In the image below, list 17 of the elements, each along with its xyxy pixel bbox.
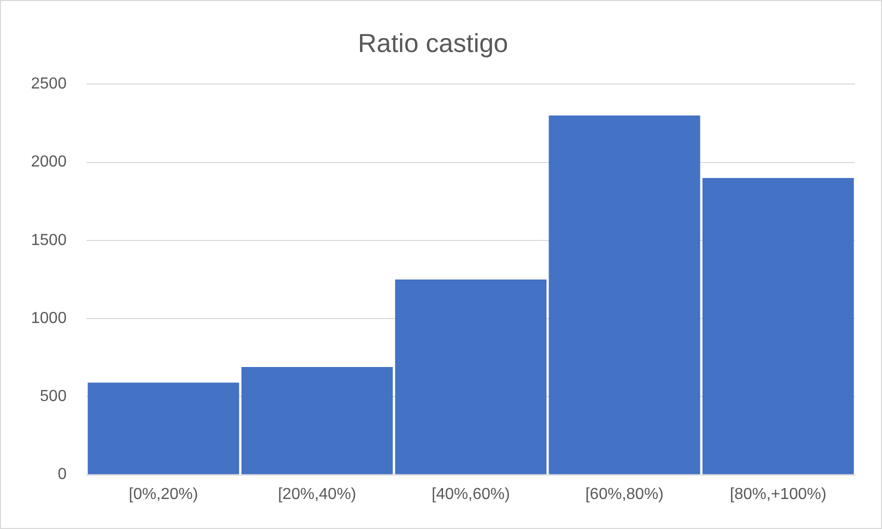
x-tick-label: [0%,20%) (128, 486, 198, 503)
bar (241, 366, 393, 474)
y-tick-label: 2500 (31, 76, 67, 93)
y-tick-label: 500 (40, 388, 67, 406)
y-tick-label: 0 (58, 466, 67, 484)
y-tick-label: 2000 (31, 154, 67, 171)
bar (702, 178, 854, 474)
chart-title: Ratio castigo (358, 28, 508, 58)
x-tick-label: [80%,+100%) (730, 486, 826, 503)
x-tick-label: [60%,80%) (585, 486, 664, 503)
y-tick-label: 1500 (31, 232, 67, 249)
x-tick-label: [20%,40%) (278, 486, 356, 503)
y-tick-label: 1000 (31, 310, 67, 327)
x-tick-label: [40%,60%) (432, 486, 510, 503)
bar (395, 280, 546, 474)
bar (88, 382, 240, 474)
bar (548, 115, 700, 474)
